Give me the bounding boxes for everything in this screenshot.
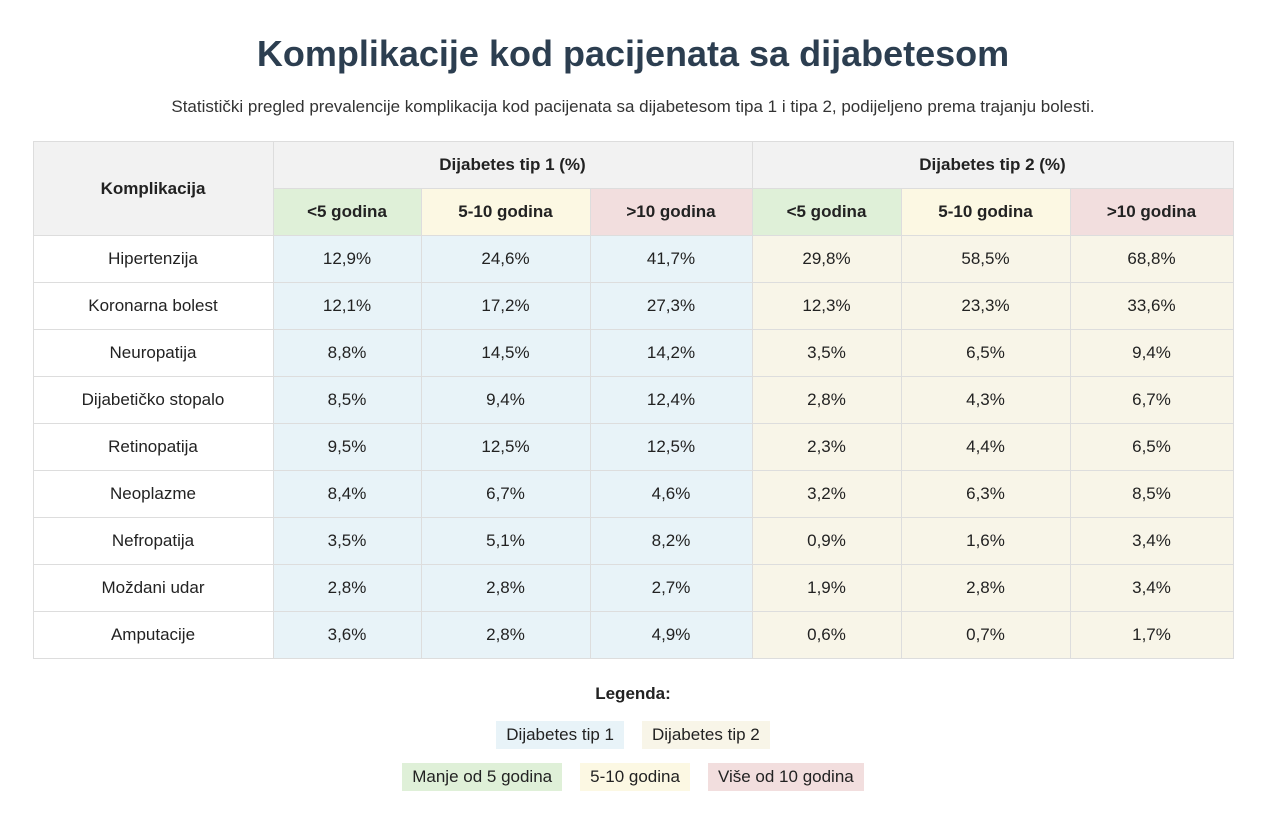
type2-gt10-value: 6,7% (1069, 376, 1234, 424)
table-row: Hipertenzija 12,9% 24,6% 41,7% 29,8% 58,… (32, 235, 1234, 283)
type1-lt5-value: 8,8% (272, 329, 422, 377)
table-row: Dijabetičko stopalo 8,5% 9,4% 12,4% 2,8%… (32, 376, 1234, 424)
legend-row-duration: Manje od 5 godina 5-10 godina Više od 10… (0, 763, 1266, 791)
type1-5-10-value: 17,2% (420, 282, 591, 330)
complication-name: Neoplazme (32, 470, 274, 518)
type1-gt10-value: 8,2% (589, 517, 753, 565)
header-type1-5-10: 5-10 godina (420, 188, 591, 236)
header-type2-5-10: 5-10 godina (900, 188, 1071, 236)
type1-5-10-value: 12,5% (420, 423, 591, 471)
header-type1-group: Dijabetes tip 1 (%) (272, 141, 753, 189)
type2-5-10-value: 6,3% (900, 470, 1071, 518)
legend-lt5-chip: Manje od 5 godina (402, 763, 563, 791)
legend-title: Legenda: (595, 684, 671, 703)
type1-lt5-value: 3,6% (272, 611, 422, 659)
type2-gt10-value: 3,4% (1069, 564, 1234, 612)
type1-lt5-value: 8,5% (272, 376, 422, 424)
type1-5-10-value: 9,4% (420, 376, 591, 424)
type2-5-10-value: 1,6% (900, 517, 1071, 565)
legend-5-10-chip: 5-10 godina (580, 763, 690, 791)
type2-5-10-value: 23,3% (900, 282, 1071, 330)
type2-gt10-value: 1,7% (1069, 611, 1234, 659)
type1-gt10-value: 4,9% (589, 611, 753, 659)
type1-lt5-value: 9,5% (272, 423, 422, 471)
table-group-header-row: Komplikacija Dijabetes tip 1 (%) Dijabet… (32, 141, 1234, 236)
type2-gt10-value: 6,5% (1069, 423, 1234, 471)
type2-lt5-value: 29,8% (751, 235, 902, 283)
header-type1-gt10: >10 godina (589, 188, 753, 236)
header-type2-lt5: <5 godina (751, 188, 902, 236)
complications-table: Komplikacija Dijabetes tip 1 (%) Dijabet… (32, 141, 1234, 659)
type2-gt10-value: 9,4% (1069, 329, 1234, 377)
type2-5-10-value: 2,8% (900, 564, 1071, 612)
type1-gt10-value: 27,3% (589, 282, 753, 330)
complication-name: Moždani udar (32, 564, 274, 612)
complication-name: Hipertenzija (32, 235, 274, 283)
type2-5-10-value: 0,7% (900, 611, 1071, 659)
type1-5-10-value: 2,8% (420, 564, 591, 612)
type2-gt10-value: 33,6% (1069, 282, 1234, 330)
legend: Legenda: Dijabetes tip 1 Dijabetes tip 2… (0, 683, 1266, 791)
legend-row-type: Dijabetes tip 1 Dijabetes tip 2 (0, 721, 1266, 749)
type1-gt10-value: 14,2% (589, 329, 753, 377)
complication-name: Dijabetičko stopalo (32, 376, 274, 424)
type2-lt5-value: 12,3% (751, 282, 902, 330)
legend-type1-chip: Dijabetes tip 1 (496, 721, 624, 749)
complication-name: Koronarna bolest (32, 282, 274, 330)
type1-lt5-value: 3,5% (272, 517, 422, 565)
type2-lt5-value: 0,9% (751, 517, 902, 565)
type1-lt5-value: 12,1% (272, 282, 422, 330)
table-row: Koronarna bolest 12,1% 17,2% 27,3% 12,3%… (32, 282, 1234, 330)
table-row: Amputacije 3,6% 2,8% 4,9% 0,6% 0,7% 1,7% (32, 611, 1234, 659)
header-complication: Komplikacija (32, 141, 274, 236)
complication-name: Retinopatija (32, 423, 274, 471)
type1-lt5-value: 12,9% (272, 235, 422, 283)
type2-lt5-value: 3,5% (751, 329, 902, 377)
type2-lt5-value: 1,9% (751, 564, 902, 612)
type1-gt10-value: 12,5% (589, 423, 753, 471)
type2-5-10-value: 6,5% (900, 329, 1071, 377)
type1-5-10-value: 6,7% (420, 470, 591, 518)
table-subheader-row: <5 godina 5-10 godina >10 godina <5 godi… (33, 188, 1234, 236)
type1-lt5-value: 2,8% (272, 564, 422, 612)
type1-5-10-value: 24,6% (420, 235, 591, 283)
table-row: Moždani udar 2,8% 2,8% 2,7% 1,9% 2,8% 3,… (32, 564, 1234, 612)
table-row: Neoplazme 8,4% 6,7% 4,6% 3,2% 6,3% 8,5% (32, 470, 1234, 518)
type2-lt5-value: 2,8% (751, 376, 902, 424)
type1-gt10-value: 4,6% (589, 470, 753, 518)
type2-5-10-value: 4,4% (900, 423, 1071, 471)
type1-lt5-value: 8,4% (272, 470, 422, 518)
legend-type2-chip: Dijabetes tip 2 (642, 721, 770, 749)
type2-lt5-value: 0,6% (751, 611, 902, 659)
complication-name: Nefropatija (32, 517, 274, 565)
complication-name: Amputacije (32, 611, 274, 659)
page: Komplikacije kod pacijenata sa dijabetes… (0, 33, 1266, 791)
type1-5-10-value: 14,5% (420, 329, 591, 377)
table-row: Nefropatija 3,5% 5,1% 8,2% 0,9% 1,6% 3,4… (32, 517, 1234, 565)
type2-5-10-value: 58,5% (900, 235, 1071, 283)
page-title: Komplikacije kod pacijenata sa dijabetes… (256, 33, 1010, 74)
type1-gt10-value: 12,4% (589, 376, 753, 424)
header-type1-lt5: <5 godina (272, 188, 422, 236)
table-row: Retinopatija 9,5% 12,5% 12,5% 2,3% 4,4% … (32, 423, 1234, 471)
header-type2-group: Dijabetes tip 2 (%) (751, 141, 1234, 189)
type2-gt10-value: 8,5% (1069, 470, 1234, 518)
complication-name: Neuropatija (32, 329, 274, 377)
type1-gt10-value: 41,7% (589, 235, 753, 283)
type1-5-10-value: 2,8% (420, 611, 591, 659)
page-subtitle: Statistički pregled prevalencije komplik… (171, 97, 1095, 116)
type2-lt5-value: 3,2% (751, 470, 902, 518)
header-type2-gt10: >10 godina (1069, 188, 1234, 236)
legend-gt10-chip: Više od 10 godina (707, 763, 864, 791)
type1-gt10-value: 2,7% (589, 564, 753, 612)
type1-5-10-value: 5,1% (420, 517, 591, 565)
type2-5-10-value: 4,3% (900, 376, 1071, 424)
type2-gt10-value: 3,4% (1069, 517, 1234, 565)
table-row: Neuropatija 8,8% 14,5% 14,2% 3,5% 6,5% 9… (32, 329, 1234, 377)
type2-gt10-value: 68,8% (1069, 235, 1234, 283)
type2-lt5-value: 2,3% (751, 423, 902, 471)
